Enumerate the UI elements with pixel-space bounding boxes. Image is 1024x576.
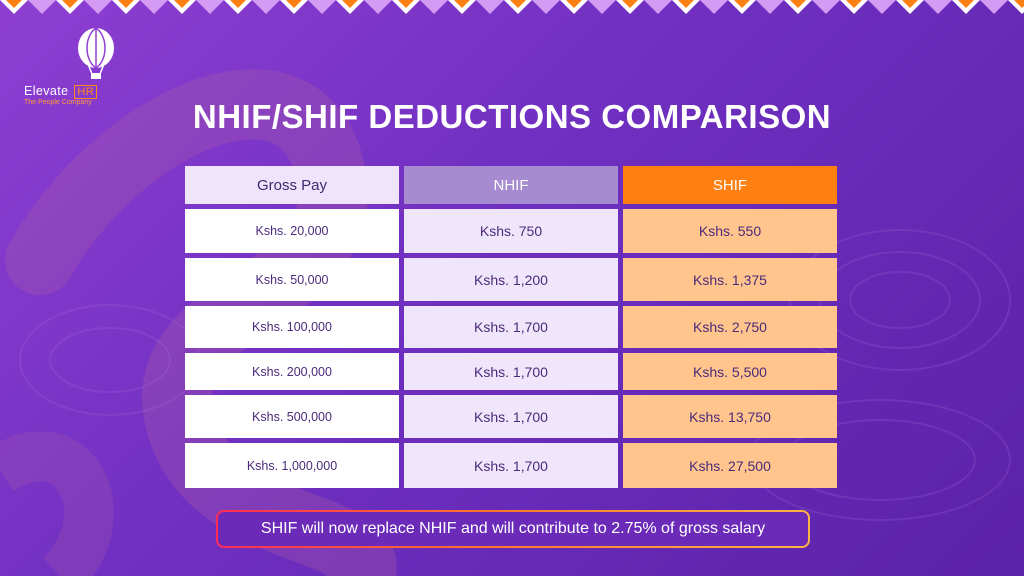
nhif-cell: Kshs. 1,200: [404, 258, 618, 301]
shif-cell: Kshs. 2,750: [623, 306, 837, 348]
page-title: NHIF/SHIF DEDUCTIONS COMPARISON: [192, 98, 832, 135]
shif-cell: Kshs. 1,375: [623, 258, 837, 301]
brand-name: Elevate HR: [24, 84, 98, 99]
comparison-table: Gross Pay NHIF SHIF Kshs. 20,000 Kshs. 7…: [185, 166, 839, 493]
gross-pay-cell: Kshs. 200,000: [185, 353, 399, 390]
nhif-cell: Kshs. 1,700: [404, 306, 618, 348]
table-row: Kshs. 100,000 Kshs. 1,700 Kshs. 2,750: [185, 306, 839, 348]
brand-hr-mark: HR: [74, 85, 98, 99]
nhif-cell: Kshs. 750: [404, 209, 618, 253]
brand-tagline: The People Company: [24, 99, 92, 106]
table-header-row: Gross Pay NHIF SHIF: [185, 166, 839, 204]
shif-cell: Kshs. 550: [623, 209, 837, 253]
shif-cell: Kshs. 13,750: [623, 395, 837, 438]
table-row: Kshs. 200,000 Kshs. 1,700 Kshs. 5,500: [185, 353, 839, 390]
header-shif: SHIF: [623, 166, 837, 204]
gross-pay-cell: Kshs. 20,000: [185, 209, 399, 253]
shif-note-box: SHIF will now replace NHIF and will cont…: [216, 510, 810, 548]
header-gross-pay: Gross Pay: [185, 166, 399, 204]
nhif-cell: Kshs. 1,700: [404, 443, 618, 488]
gross-pay-cell: Kshs. 1,000,000: [185, 443, 399, 488]
gross-pay-cell: Kshs. 500,000: [185, 395, 399, 438]
shif-cell: Kshs. 5,500: [623, 353, 837, 390]
table-row: Kshs. 500,000 Kshs. 1,700 Kshs. 13,750: [185, 395, 839, 438]
table-row: Kshs. 1,000,000 Kshs. 1,700 Kshs. 27,500: [185, 443, 839, 488]
header-nhif: NHIF: [404, 166, 618, 204]
table-row: Kshs. 50,000 Kshs. 1,200 Kshs. 1,375: [185, 258, 839, 301]
gross-pay-cell: Kshs. 100,000: [185, 306, 399, 348]
shif-cell: Kshs. 27,500: [623, 443, 837, 488]
decorative-top-border: [0, 0, 1024, 14]
nhif-cell: Kshs. 1,700: [404, 353, 618, 390]
nhif-cell: Kshs. 1,700: [404, 395, 618, 438]
elevate-hr-logo: Elevate HR The People Company: [24, 28, 124, 106]
gross-pay-cell: Kshs. 50,000: [185, 258, 399, 301]
hot-air-balloon-icon: [78, 28, 114, 79]
table-row: Kshs. 20,000 Kshs. 750 Kshs. 550: [185, 209, 839, 253]
shif-note-text: SHIF will now replace NHIF and will cont…: [218, 512, 808, 546]
